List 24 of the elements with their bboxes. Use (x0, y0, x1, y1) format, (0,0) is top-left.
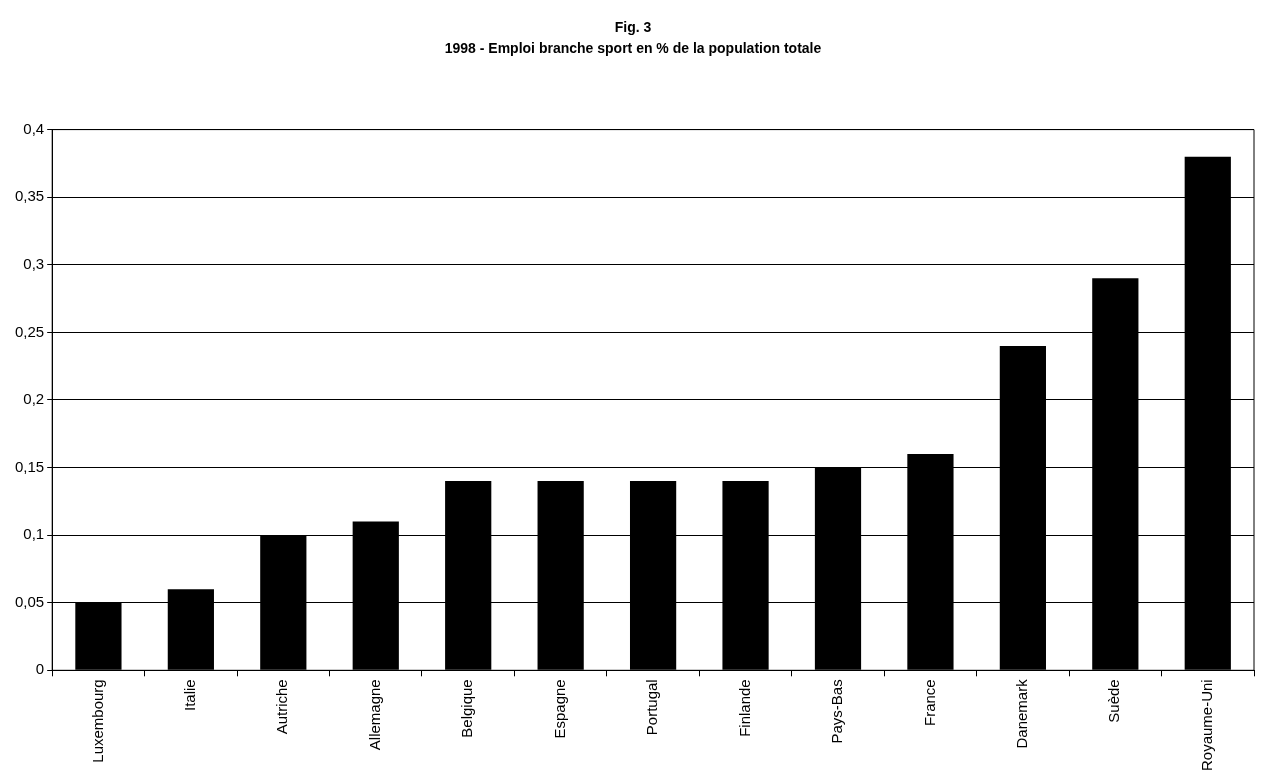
chart-title: Fig. 3 (614, 19, 652, 36)
x-tick-label: Allemagne (365, 679, 383, 751)
x-tick-label: Autriche (273, 679, 291, 735)
x-tick-label: Belgique (458, 679, 476, 738)
x-tick-label: Danemark (1013, 678, 1031, 749)
y-tick-label: 0,25 (14, 322, 45, 340)
y-tick-label: 0,4 (23, 119, 45, 137)
x-tick-label: Espagne (550, 679, 568, 739)
chart-subtitle: 1998 - Emploi branche sport en % de la population totale (444, 40, 822, 57)
x-tick-label: Italie (181, 679, 198, 711)
x-tick-label: Luxembourg (88, 679, 106, 763)
y-tick-label: 0,15 (14, 457, 45, 475)
y-tick-label: 0,35 (14, 187, 45, 205)
y-tick-label: 0,1 (23, 525, 45, 543)
x-tick-label: France (920, 679, 938, 726)
y-tick-label: 0,2 (23, 390, 45, 408)
x-tick-label: Finlande (735, 679, 753, 737)
y-tick-label: 0 (35, 660, 45, 678)
x-tick-label: Portugal (643, 679, 661, 736)
x-tick-label: Suède (1105, 679, 1123, 723)
y-tick-label: 0,05 (14, 592, 45, 610)
x-tick-label: Royaume-Uni (1197, 679, 1215, 771)
x-tick-label: Pays-Bas (828, 679, 846, 744)
y-tick-label: 0,3 (23, 254, 45, 272)
